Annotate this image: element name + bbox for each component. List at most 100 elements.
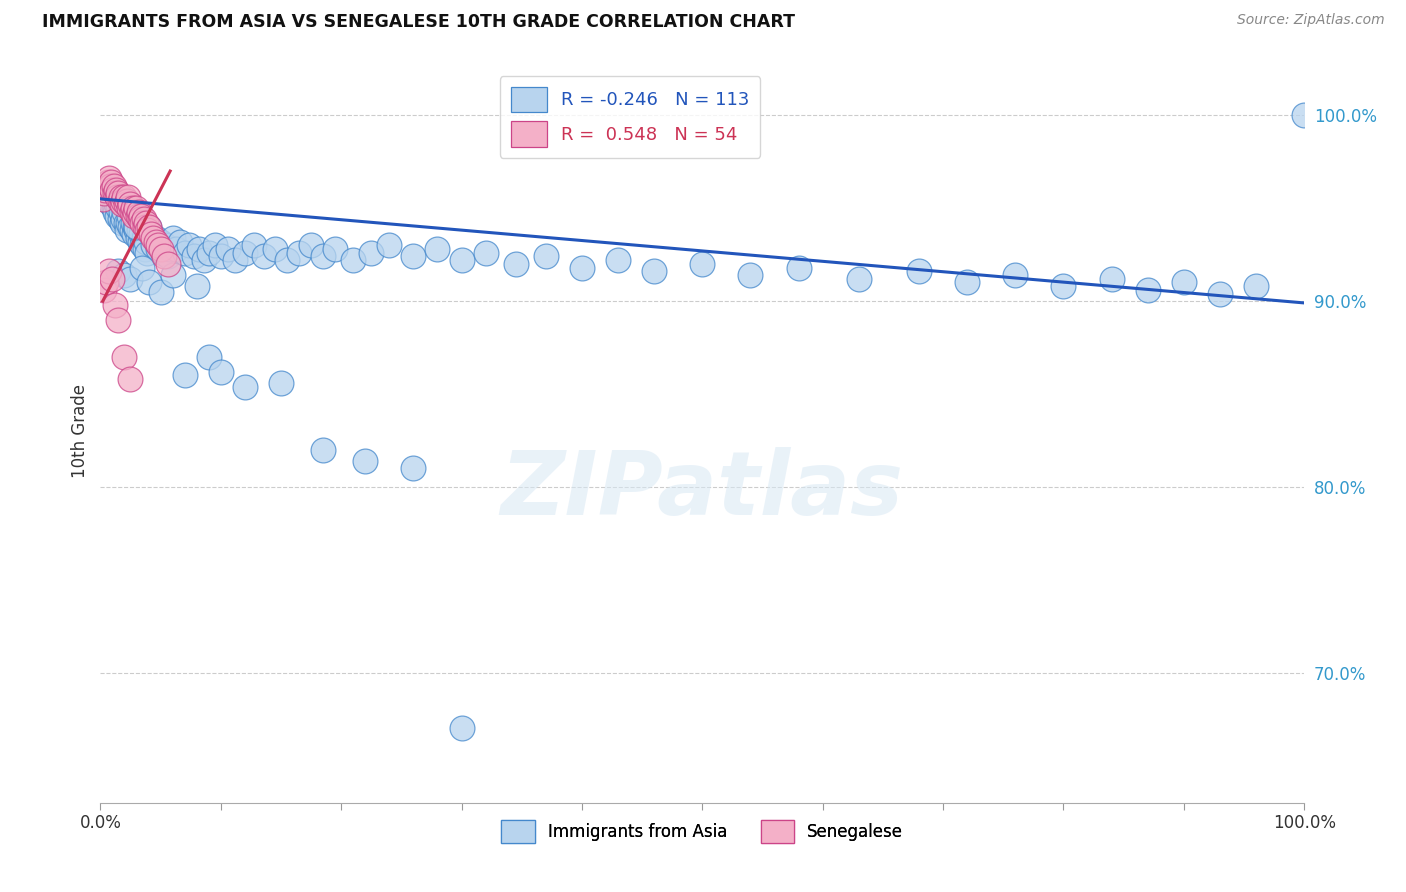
Point — [104, 298, 127, 312]
Point — [124, 219, 146, 234]
Point — [121, 216, 143, 230]
Point — [103, 201, 125, 215]
Point — [288, 245, 311, 260]
Point — [96, 276, 118, 290]
Point — [107, 201, 129, 215]
Point — [101, 183, 124, 197]
Text: Source: ZipAtlas.com: Source: ZipAtlas.com — [1237, 13, 1385, 28]
Point — [848, 272, 870, 286]
Point — [110, 205, 132, 219]
Point — [138, 276, 160, 290]
Point — [94, 183, 117, 197]
Point — [121, 201, 143, 215]
Point — [402, 250, 425, 264]
Point — [1209, 286, 1232, 301]
Text: ZIPatlas: ZIPatlas — [501, 447, 904, 534]
Point — [112, 212, 135, 227]
Point — [173, 368, 195, 383]
Point — [1004, 268, 1026, 282]
Point — [97, 171, 120, 186]
Point — [188, 242, 211, 256]
Point — [101, 190, 124, 204]
Point — [156, 257, 179, 271]
Point — [100, 175, 122, 189]
Point — [1101, 272, 1123, 286]
Point — [112, 194, 135, 208]
Point — [135, 235, 157, 249]
Point — [299, 238, 322, 252]
Point — [112, 268, 135, 282]
Point — [100, 197, 122, 211]
Point — [145, 231, 167, 245]
Point — [94, 178, 117, 193]
Point — [342, 253, 364, 268]
Point — [1136, 283, 1159, 297]
Point — [122, 209, 145, 223]
Point — [98, 186, 121, 201]
Point — [111, 216, 134, 230]
Point — [105, 183, 128, 197]
Point — [122, 227, 145, 242]
Point — [103, 178, 125, 193]
Point — [117, 190, 139, 204]
Point — [112, 205, 135, 219]
Point — [134, 219, 156, 234]
Point — [145, 235, 167, 249]
Point — [740, 268, 762, 282]
Point — [1244, 279, 1267, 293]
Point — [120, 272, 142, 286]
Point — [450, 253, 472, 268]
Point — [224, 253, 246, 268]
Point — [354, 454, 377, 468]
Point — [152, 245, 174, 260]
Point — [505, 257, 527, 271]
Point — [120, 197, 142, 211]
Point — [159, 242, 181, 256]
Point — [117, 216, 139, 230]
Point — [118, 201, 141, 215]
Point — [209, 250, 232, 264]
Point — [93, 186, 115, 201]
Point — [312, 250, 335, 264]
Point — [111, 197, 134, 211]
Point — [115, 223, 138, 237]
Point — [690, 257, 713, 271]
Point — [169, 235, 191, 249]
Point — [114, 216, 136, 230]
Point — [131, 238, 153, 252]
Point — [253, 250, 276, 264]
Point — [146, 238, 169, 252]
Point — [186, 279, 208, 293]
Point — [107, 264, 129, 278]
Point — [104, 186, 127, 201]
Point — [243, 238, 266, 252]
Point — [96, 186, 118, 201]
Text: IMMIGRANTS FROM ASIA VS SENEGALESE 10TH GRADE CORRELATION CHART: IMMIGRANTS FROM ASIA VS SENEGALESE 10TH … — [42, 13, 796, 31]
Point — [908, 264, 931, 278]
Point — [204, 238, 226, 252]
Point — [474, 245, 496, 260]
Point — [162, 231, 184, 245]
Point — [112, 190, 135, 204]
Point — [118, 209, 141, 223]
Point — [93, 183, 115, 197]
Point — [183, 250, 205, 264]
Point — [233, 245, 256, 260]
Point — [129, 212, 152, 227]
Point — [276, 253, 298, 268]
Point — [97, 264, 120, 278]
Point — [121, 205, 143, 219]
Point — [97, 175, 120, 189]
Point — [132, 231, 155, 245]
Legend: Immigrants from Asia, Senegalese: Immigrants from Asia, Senegalese — [495, 814, 910, 850]
Point — [146, 242, 169, 256]
Point — [135, 216, 157, 230]
Point — [125, 219, 148, 234]
Point — [142, 231, 165, 245]
Point — [165, 242, 187, 256]
Point — [125, 201, 148, 215]
Point — [129, 235, 152, 249]
Point — [138, 219, 160, 234]
Point — [91, 192, 114, 206]
Point — [270, 376, 292, 390]
